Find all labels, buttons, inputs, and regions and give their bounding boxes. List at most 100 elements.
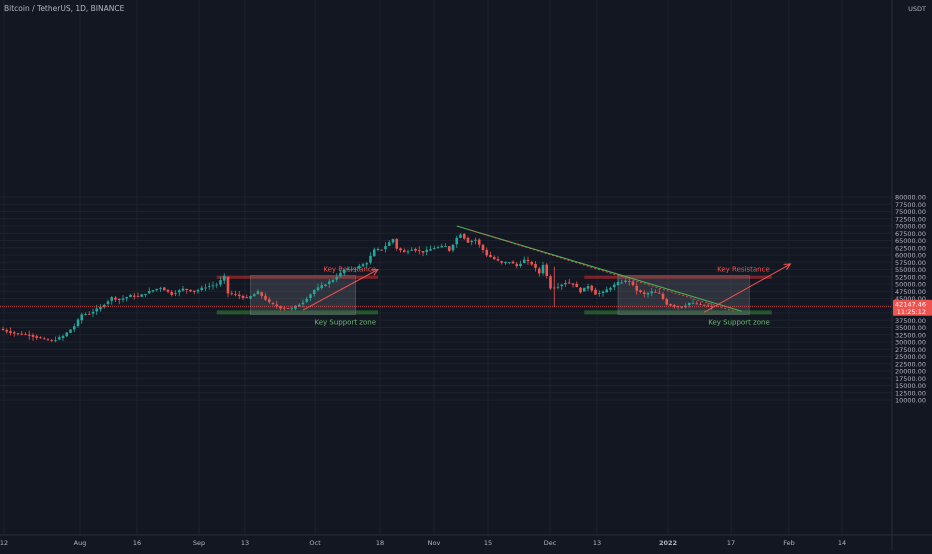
date-tick-label: 15 bbox=[484, 539, 492, 547]
candle-body bbox=[504, 261, 507, 264]
candle-body bbox=[339, 272, 342, 277]
candle-body bbox=[260, 292, 264, 296]
price-tick-label: 55000.00 bbox=[895, 266, 926, 274]
candle-body bbox=[35, 336, 39, 338]
date-tick-label: 2022 bbox=[659, 539, 677, 547]
candle-body bbox=[91, 311, 95, 314]
candle-body bbox=[496, 259, 500, 261]
last-price-value: 42147.46 bbox=[895, 300, 926, 308]
candle-body bbox=[316, 287, 320, 291]
candle-body bbox=[200, 287, 204, 290]
candle-body bbox=[159, 287, 162, 289]
candle-body bbox=[601, 291, 605, 294]
date-tick-label: Feb bbox=[783, 539, 795, 547]
candle-body bbox=[417, 249, 421, 251]
trend-line-dotted bbox=[467, 229, 735, 312]
candle-body bbox=[635, 285, 639, 291]
candle-countdown: 11:25:12 bbox=[897, 308, 926, 316]
candle-body bbox=[477, 239, 481, 245]
candle-body bbox=[369, 255, 372, 263]
candle-body bbox=[575, 284, 579, 288]
candle-body bbox=[215, 284, 219, 286]
candle-body bbox=[27, 334, 31, 336]
candle-body bbox=[324, 284, 327, 287]
resistance-zone bbox=[584, 275, 772, 279]
candle-body bbox=[24, 334, 27, 335]
candle-body bbox=[170, 291, 174, 295]
candle-body bbox=[455, 237, 459, 245]
candle-body bbox=[522, 259, 526, 263]
projection-arrow bbox=[302, 269, 379, 311]
candle-body bbox=[627, 281, 631, 282]
price-tick-label: 77500.00 bbox=[895, 201, 926, 209]
candle-body bbox=[661, 293, 665, 299]
price-tick-label: 27500.00 bbox=[895, 346, 926, 354]
candle-body bbox=[507, 262, 511, 263]
candle-body bbox=[312, 290, 316, 295]
candle-body bbox=[444, 245, 447, 247]
date-tick-label: 18 bbox=[376, 539, 384, 547]
candle-body bbox=[597, 293, 601, 294]
candle-body bbox=[136, 296, 140, 297]
price-tick-label: 20000.00 bbox=[895, 368, 926, 376]
currency-label: USDT bbox=[908, 5, 926, 13]
date-tick-label: 13 bbox=[241, 539, 249, 547]
candle-body bbox=[151, 290, 155, 292]
candle-body bbox=[275, 304, 279, 307]
date-tick-label: Sep bbox=[193, 539, 205, 547]
candle-body bbox=[702, 304, 706, 306]
candle-body bbox=[226, 276, 230, 294]
candle-body bbox=[654, 291, 657, 293]
candle-body bbox=[72, 326, 76, 330]
candle-body bbox=[414, 248, 417, 251]
chart-title: Bitcoin / TetherUS, 1D, BINANCE bbox=[4, 4, 125, 13]
candle-body bbox=[196, 290, 200, 292]
price-tick-label: 12500.00 bbox=[895, 389, 926, 397]
candle-body bbox=[560, 284, 564, 287]
candle-body bbox=[699, 304, 702, 305]
support-zone bbox=[216, 310, 378, 315]
candle-body bbox=[189, 289, 192, 292]
candle-body bbox=[102, 304, 106, 308]
date-tick-label: 13 bbox=[593, 539, 601, 547]
candle-body bbox=[1, 328, 5, 331]
candle-body bbox=[57, 337, 61, 340]
candle-body bbox=[106, 301, 110, 305]
candle-body bbox=[372, 249, 376, 257]
candle-body bbox=[121, 298, 125, 300]
candle-body bbox=[436, 247, 440, 248]
candle-body bbox=[451, 244, 455, 251]
candle-body bbox=[590, 285, 594, 291]
price-tick-label: 30000.00 bbox=[895, 339, 926, 347]
candle-body bbox=[395, 239, 399, 249]
candle-body bbox=[579, 287, 582, 293]
price-tick-label: 70000.00 bbox=[895, 223, 926, 231]
arrow-head bbox=[370, 268, 380, 276]
candle-body bbox=[526, 259, 530, 262]
candle-body bbox=[616, 282, 620, 286]
candle-body bbox=[177, 290, 181, 293]
candle-body bbox=[462, 233, 466, 239]
candle-body bbox=[410, 249, 414, 251]
candle-body bbox=[384, 246, 387, 250]
candle-body bbox=[706, 305, 710, 307]
price-tick-label: 45000.00 bbox=[895, 295, 926, 303]
candle-body bbox=[252, 294, 256, 297]
candle-body bbox=[354, 268, 357, 270]
candle-body bbox=[474, 239, 477, 241]
candle-body bbox=[61, 336, 65, 338]
date-tick-label: Aug bbox=[74, 539, 87, 547]
candle-body bbox=[282, 307, 286, 309]
price-tick-label: 75000.00 bbox=[895, 208, 926, 216]
candle-body bbox=[144, 294, 147, 296]
candle-body bbox=[556, 286, 560, 288]
candle-body bbox=[286, 308, 290, 309]
date-tick-label: 16 bbox=[133, 539, 141, 547]
price-tick-label: 62500.00 bbox=[895, 244, 926, 252]
candle-body bbox=[691, 302, 695, 304]
arrow-head bbox=[783, 263, 792, 271]
candle-body bbox=[500, 261, 504, 263]
price-tick-label: 67500.00 bbox=[895, 230, 926, 238]
